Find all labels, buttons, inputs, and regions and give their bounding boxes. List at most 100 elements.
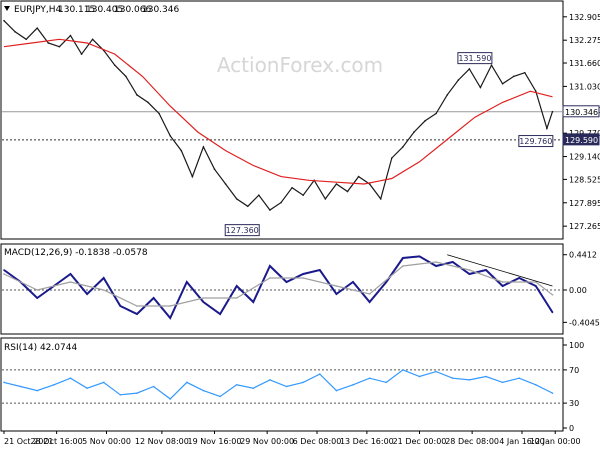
signal-point [102,289,105,291]
price-point [91,38,94,41]
rsi-point [152,385,155,388]
macd-point [119,305,122,307]
price-point [36,27,39,29]
price-point [379,198,382,200]
rsi-point [186,381,188,384]
rsi-point [136,392,138,394]
y-tick-label: 70 [569,366,579,375]
moving-average-line [3,38,553,185]
price-label-box [562,105,600,118]
signal-point [435,261,437,263]
rsi-point [385,381,388,384]
rsi-point [335,389,338,392]
price-point [368,183,371,185]
price-point [69,34,72,37]
price-point [47,42,50,44]
rsi-title: RSI(14) 42.0744 [4,343,77,353]
annotation-box [457,52,493,65]
macd-point [269,265,271,267]
x-tick-label: 21 Dec 00:00 [393,437,447,446]
rsi-point [468,379,471,381]
price-panel-title: EURJPY,H4 130.115 130.405 130.066 130.34… [14,5,179,15]
rsi-point [219,395,221,398]
macd-point [186,281,188,283]
y-tick-label: 0.00 [569,286,587,295]
x-tick-label: 4 Jan 16:00 [499,437,545,446]
rsi-point [202,389,205,392]
price-point [402,146,404,148]
rsi-point [169,398,171,400]
price-point [546,127,548,130]
macd-point [169,317,171,319]
price-point [224,183,227,185]
rsi-point [3,381,5,384]
macd-point [102,277,105,279]
price-point [324,198,327,200]
signal-point [169,305,171,307]
x-tick-label: 29 Nov 00:00 [240,437,294,446]
price-point [235,198,238,200]
annotation-box [518,135,554,148]
macd-point [318,269,321,271]
macd-panel: 0.4412 0.00 -0.4045 [2,251,600,327]
rsi-point [102,381,105,384]
price-panel-frame [0,0,564,240]
price-point [479,86,482,89]
price-point [535,90,537,93]
signal-point [202,297,205,299]
price-point [246,205,249,208]
y-tick-label: 0 [569,424,574,433]
price-point [202,146,205,148]
price-point [280,201,282,204]
y-tick-label: 131.660 [569,59,600,68]
signal-point [69,281,72,283]
price-point [25,38,27,41]
x-tick-label: 12 Nov 08:00 [135,437,189,446]
signal-point [269,277,271,279]
price-label: 129.590 [565,136,598,145]
macd-point [551,311,554,314]
signal-point [235,297,238,299]
macd-point [385,281,388,283]
y-tick-label: 132.275 [569,36,600,45]
price-point [3,19,5,22]
rsi-point [69,377,72,380]
price-point [114,64,116,67]
annotation-label: 131.590 [458,54,491,63]
price-point [136,94,138,96]
price-point [158,112,160,115]
signal-point [501,281,504,283]
price-point [490,64,493,67]
ohlc-low: 130.066 [114,5,151,15]
macd-point [352,281,354,283]
macd-point [136,313,138,315]
price-point [180,149,183,152]
rsi-point [551,392,554,394]
ohlc-high: 130.405 [86,5,123,15]
price-point [523,71,526,74]
macd-point [535,285,537,287]
rsi-point [402,369,404,371]
rsi-point [318,373,321,375]
y-tick-label: 127.265 [569,222,600,231]
y-tick-label: 132.905 [569,13,600,22]
macd-point [219,313,221,315]
price-point [413,131,415,133]
rsi-point [36,389,39,392]
rsi-point [435,370,437,373]
price-point [291,186,293,189]
rsi-point [269,379,271,381]
annotation-box [224,224,260,237]
price-point [258,194,260,196]
rsi-point [451,377,454,380]
rsi-point [368,377,371,380]
price-point [357,175,360,178]
y-tick-label: 0.4412 [569,251,597,260]
signal-point [551,294,554,296]
rsi-point [302,381,304,384]
signal-line [3,261,553,307]
rsi-point [535,384,537,386]
trend-line [447,254,553,287]
